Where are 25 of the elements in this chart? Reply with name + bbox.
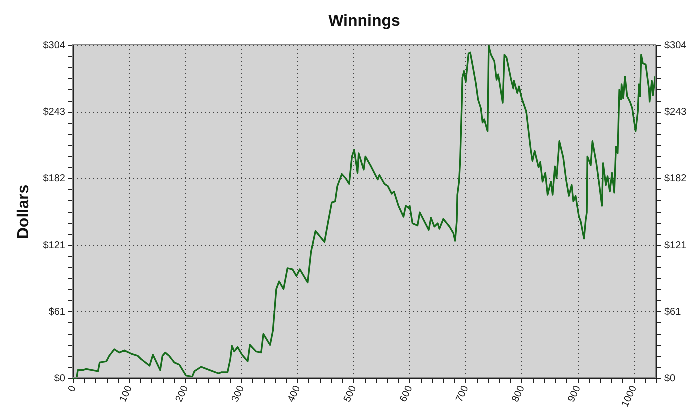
y2-tick-label: $61	[664, 306, 682, 318]
y-tick-label: $182	[43, 174, 66, 185]
x-tick-label: 900	[566, 384, 584, 404]
y-tick-label: $304	[43, 40, 66, 52]
y2-tick-label: $304	[664, 40, 688, 52]
x-tick-label: 700	[454, 384, 472, 404]
y-axis-title: Dollars	[15, 184, 32, 240]
chart-title: Winnings	[328, 13, 401, 30]
y-tick-label: $0	[54, 374, 66, 384]
y2-tick-label: $121	[664, 240, 688, 252]
x-tick-label: 100	[118, 384, 136, 404]
y-tick-label: $121	[43, 240, 66, 252]
x-tick-label: 1000	[620, 384, 640, 410]
x-tick-label: 400	[286, 384, 304, 404]
x-tick-label: 600	[398, 384, 416, 404]
y2-tick-label: $243	[664, 107, 688, 118]
y-tick-label: $243	[43, 107, 66, 118]
x-tick-label: 800	[510, 384, 528, 404]
x-tick-label: 0	[66, 384, 80, 394]
x-tick-label: 500	[342, 384, 360, 404]
x-tick-label: 200	[174, 384, 192, 404]
y-tick-label: $61	[48, 306, 66, 318]
x-tick-label: 300	[230, 384, 248, 404]
y2-tick-label: $0	[664, 374, 676, 384]
y2-tick-label: $182	[664, 174, 688, 185]
